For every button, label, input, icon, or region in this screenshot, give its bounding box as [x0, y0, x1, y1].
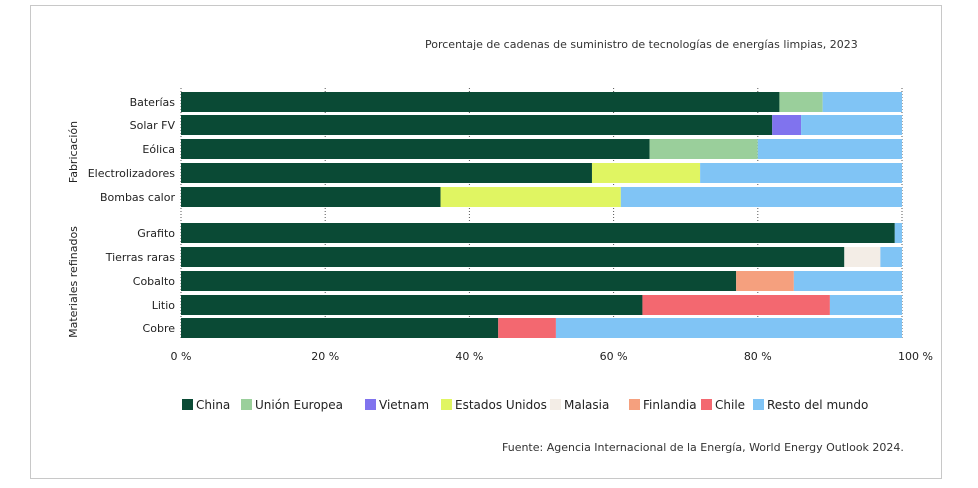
bar-unión-europea [649, 139, 758, 159]
legend-label: Unión Europea [255, 398, 343, 412]
bar-resto-del-mundo [801, 115, 902, 135]
bar-finlandia [736, 271, 794, 291]
bar-resto-del-mundo [880, 247, 902, 267]
bar-china [181, 295, 643, 315]
category-label: Solar FV [130, 119, 176, 132]
chart-title: Porcentaje de cadenas de suministro de t… [425, 38, 858, 51]
legend-swatch [241, 399, 252, 410]
bar-resto-del-mundo [620, 187, 902, 207]
legend-swatch [629, 399, 640, 410]
bar-resto-del-mundo [757, 139, 902, 159]
bar-resto-del-mundo [700, 163, 902, 183]
legend-swatch [441, 399, 452, 410]
bar-estados-unidos [591, 163, 701, 183]
category-label: Baterías [130, 96, 176, 109]
bar-resto-del-mundo [894, 223, 902, 243]
bar-estados-unidos [440, 187, 621, 207]
bar-vietnam [772, 115, 802, 135]
bar-china [181, 92, 780, 112]
legend-label: Malasia [564, 398, 609, 412]
x-tick-label: 40 % [455, 350, 483, 363]
category-label: Cobre [143, 322, 176, 335]
group-label: Fabricación [67, 121, 80, 183]
bar-resto-del-mundo [555, 318, 902, 338]
bar-china [181, 223, 895, 243]
legend-label: Chile [715, 398, 745, 412]
legend-swatch [365, 399, 376, 410]
bar-china [181, 247, 845, 267]
category-label: Grafito [137, 227, 175, 240]
category-label: Eólica [142, 143, 175, 156]
legend-swatch [701, 399, 712, 410]
legend-swatch [753, 399, 764, 410]
bar-china [181, 271, 737, 291]
category-label: Bombas calor [100, 191, 176, 204]
legend-swatch [550, 399, 561, 410]
legend-label: Finlandia [643, 398, 697, 412]
x-tick-label: 0 % [171, 350, 192, 363]
x-tick-label: 20 % [311, 350, 339, 363]
bar-china [181, 139, 650, 159]
category-label: Litio [152, 299, 176, 312]
bar-resto-del-mundo [822, 92, 902, 112]
chart-source: Fuente: Agencia Internacional de la Ener… [502, 441, 904, 454]
category-label: Tierras raras [105, 251, 176, 264]
bar-chile [642, 295, 830, 315]
x-tick-label: 100 % [898, 350, 933, 363]
bar-china [181, 163, 592, 183]
category-label: Cobalto [133, 275, 176, 288]
bar-resto-del-mundo [793, 271, 902, 291]
bar-china [181, 318, 499, 338]
bar-china [181, 115, 773, 135]
category-label: Electrolizadores [88, 167, 176, 180]
group-label: Materiales refinados [67, 226, 80, 338]
legend-label: China [196, 398, 230, 412]
legend-label: Resto del mundo [767, 398, 868, 412]
x-tick-label: 80 % [744, 350, 772, 363]
x-tick-label: 60 % [600, 350, 628, 363]
legend-swatch [182, 399, 193, 410]
bar-chile [498, 318, 556, 338]
bar-malasia [844, 247, 881, 267]
bar-china [181, 187, 441, 207]
legend-label: Estados Unidos [455, 398, 547, 412]
legend-label: Vietnam [379, 398, 429, 412]
bar-unión-europea [779, 92, 823, 112]
bar-resto-del-mundo [829, 295, 902, 315]
